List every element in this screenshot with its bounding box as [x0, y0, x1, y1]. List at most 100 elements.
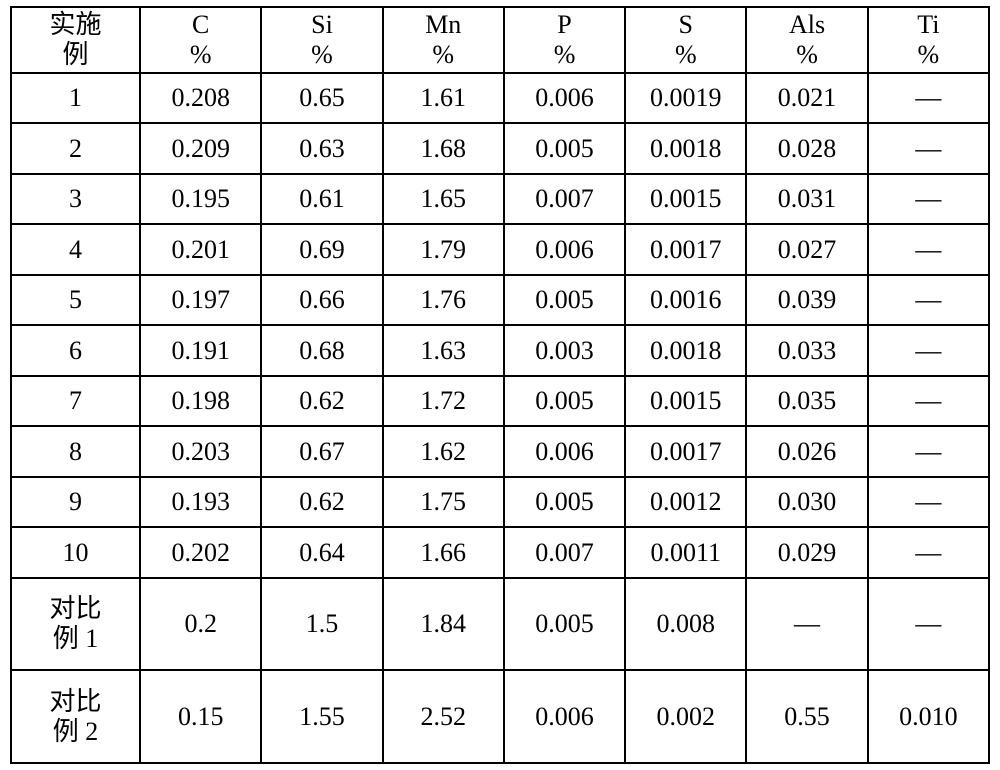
cell-s: 0.008	[625, 578, 746, 671]
table-row: 70.1980.621.720.0050.00150.035—	[11, 376, 989, 427]
header-line2: %	[190, 40, 212, 69]
col-header-als: Als %	[746, 7, 867, 73]
cell-als: 0.029	[746, 527, 867, 578]
cell-ti: —	[868, 73, 989, 124]
cell-s: 0.0019	[625, 73, 746, 124]
cell-s: 0.0017	[625, 426, 746, 477]
cell-ti: —	[868, 224, 989, 275]
cell-ti: —	[868, 376, 989, 427]
cell-als: 0.026	[746, 426, 867, 477]
row-label-line1: 对比	[50, 687, 102, 716]
row-label-line2: 例 1	[53, 624, 99, 653]
cell-ti: —	[868, 578, 989, 671]
row-label: 对比例 2	[11, 670, 140, 763]
cell-si: 0.62	[261, 376, 382, 427]
cell-mn: 1.63	[383, 325, 504, 376]
cell-si: 0.61	[261, 174, 382, 225]
cell-p: 0.006	[504, 224, 625, 275]
cell-p: 0.006	[504, 670, 625, 763]
col-header-mn: Mn %	[383, 7, 504, 73]
header-line1: C	[192, 10, 209, 39]
cell-ti: —	[868, 325, 989, 376]
row-label: 5	[11, 275, 140, 326]
cell-si: 1.5	[261, 578, 382, 671]
row-label: 6	[11, 325, 140, 376]
cell-s: 0.0011	[625, 527, 746, 578]
header-line1: Si	[311, 10, 333, 39]
cell-c: 0.209	[140, 123, 261, 174]
header-row: 实施 例 C % Si % Mn % P % S %	[11, 7, 989, 73]
cell-ti: —	[868, 174, 989, 225]
cell-s: 0.0018	[625, 325, 746, 376]
col-header-p: P %	[504, 7, 625, 73]
cell-c: 0.195	[140, 174, 261, 225]
cell-als: 0.028	[746, 123, 867, 174]
row-label: 1	[11, 73, 140, 124]
cell-als: —	[746, 578, 867, 671]
cell-s: 0.0012	[625, 477, 746, 528]
row-label: 9	[11, 477, 140, 528]
table-row: 40.2010.691.790.0060.00170.027—	[11, 224, 989, 275]
header-line2: %	[675, 40, 697, 69]
cell-als: 0.039	[746, 275, 867, 326]
table-row: 90.1930.621.750.0050.00120.030—	[11, 477, 989, 528]
header-line1: 实施	[50, 10, 102, 39]
cell-s: 0.002	[625, 670, 746, 763]
cell-als: 0.031	[746, 174, 867, 225]
cell-c: 0.202	[140, 527, 261, 578]
cell-mn: 1.72	[383, 376, 504, 427]
cell-mn: 1.65	[383, 174, 504, 225]
row-label-line2: 例 2	[53, 717, 99, 746]
cell-als: 0.027	[746, 224, 867, 275]
cell-si: 0.64	[261, 527, 382, 578]
cell-s: 0.0016	[625, 275, 746, 326]
table-row: 50.1970.661.760.0050.00160.039—	[11, 275, 989, 326]
header-line1: Als	[789, 10, 825, 39]
cell-si: 0.69	[261, 224, 382, 275]
cell-ti: —	[868, 123, 989, 174]
cell-als: 0.55	[746, 670, 867, 763]
header-line2: 例	[63, 40, 89, 69]
row-label: 10	[11, 527, 140, 578]
cell-s: 0.0018	[625, 123, 746, 174]
cell-mn: 2.52	[383, 670, 504, 763]
cell-mn: 1.61	[383, 73, 504, 124]
cell-mn: 1.66	[383, 527, 504, 578]
cell-p: 0.005	[504, 275, 625, 326]
header-line2: %	[432, 40, 454, 69]
cell-si: 0.62	[261, 477, 382, 528]
cell-ti: —	[868, 527, 989, 578]
cell-mn: 1.84	[383, 578, 504, 671]
row-label: 4	[11, 224, 140, 275]
cell-c: 0.2	[140, 578, 261, 671]
cell-p: 0.005	[504, 477, 625, 528]
cell-mn: 1.62	[383, 426, 504, 477]
cell-p: 0.005	[504, 578, 625, 671]
cell-si: 0.68	[261, 325, 382, 376]
table-body: 10.2080.651.610.0060.00190.021—20.2090.6…	[11, 73, 989, 763]
header-line2: %	[554, 40, 576, 69]
header-line1: S	[679, 10, 693, 39]
cell-als: 0.030	[746, 477, 867, 528]
cell-si: 0.66	[261, 275, 382, 326]
cell-p: 0.006	[504, 73, 625, 124]
col-header-c: C %	[140, 7, 261, 73]
header-line1: P	[557, 10, 571, 39]
cell-p: 0.005	[504, 123, 625, 174]
table-container: 实施 例 C % Si % Mn % P % S %	[0, 0, 1000, 770]
table-row: 100.2020.641.660.0070.00110.029—	[11, 527, 989, 578]
col-header-si: Si %	[261, 7, 382, 73]
row-label: 2	[11, 123, 140, 174]
row-label: 3	[11, 174, 140, 225]
cell-ti: 0.010	[868, 670, 989, 763]
cell-p: 0.007	[504, 174, 625, 225]
cell-c: 0.15	[140, 670, 261, 763]
header-line2: %	[311, 40, 333, 69]
cell-p: 0.006	[504, 426, 625, 477]
cell-mn: 1.68	[383, 123, 504, 174]
cell-c: 0.193	[140, 477, 261, 528]
cell-si: 0.63	[261, 123, 382, 174]
composition-table: 实施 例 C % Si % Mn % P % S %	[10, 6, 990, 764]
row-label: 对比例 1	[11, 578, 140, 671]
table-row: 对比例 20.151.552.520.0060.0020.550.010	[11, 670, 989, 763]
